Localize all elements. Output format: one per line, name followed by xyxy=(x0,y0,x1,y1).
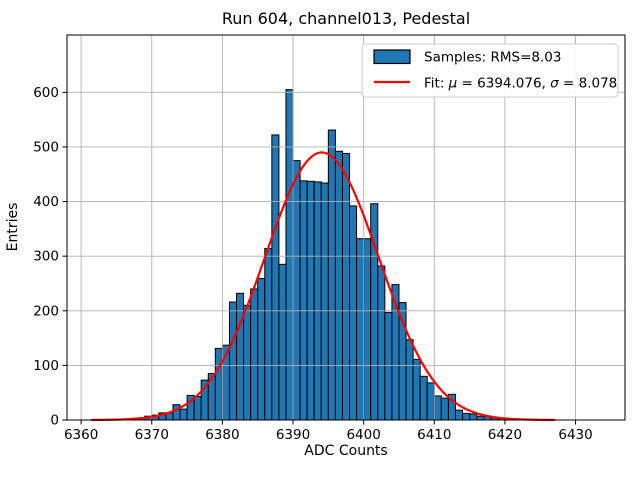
histogram-bar xyxy=(313,181,322,421)
y-tick-label: 0 xyxy=(50,413,59,429)
x-axis-title: ADC Counts xyxy=(304,443,387,459)
histogram-bar xyxy=(306,180,315,421)
histogram-bar xyxy=(250,288,259,421)
histogram-bar xyxy=(264,248,273,421)
histogram-bar xyxy=(214,347,223,421)
histogram-bar xyxy=(243,304,252,421)
histogram-bar xyxy=(271,134,280,421)
x-tick-label: 6420 xyxy=(488,427,522,443)
histogram-bar xyxy=(440,397,449,421)
histogram-bar xyxy=(334,150,343,421)
histogram-bar xyxy=(179,408,188,421)
legend-samples-label: Samples: RMS=8.03 xyxy=(424,50,561,66)
histogram-bar xyxy=(228,301,238,421)
legend-frame xyxy=(361,43,619,98)
y-tick-label: 100 xyxy=(33,358,59,374)
y-tick-label: 500 xyxy=(33,139,59,155)
histogram-bar xyxy=(462,412,471,421)
histogram-bar xyxy=(236,292,245,421)
histogram-bar xyxy=(363,238,372,421)
histogram-bar xyxy=(426,382,435,421)
legend-box: Samples: RMS=8.03 Fit: μ = 6394.076, σ =… xyxy=(361,43,619,98)
y-axis-title: Entries xyxy=(5,203,21,252)
histogram-bar xyxy=(349,205,358,421)
histogram-bar xyxy=(193,396,202,421)
x-tick-label: 6400 xyxy=(346,427,380,443)
plot-frame xyxy=(66,34,626,421)
histogram-bar xyxy=(172,404,181,421)
histogram-bar xyxy=(454,409,464,421)
histogram-bar xyxy=(419,375,428,421)
fit-curve-line xyxy=(90,151,556,422)
y-tick-label: 400 xyxy=(33,194,59,210)
histogram-bar xyxy=(405,339,414,421)
chart-title: Run 604, channel013, Pedestal xyxy=(222,9,470,28)
histogram-bar xyxy=(299,180,308,421)
histogram-bar xyxy=(341,153,351,421)
x-tick-label: 6380 xyxy=(205,427,239,443)
y-tick-label: 600 xyxy=(33,85,59,101)
histogram-bar xyxy=(469,413,478,421)
legend-fit-label: Fit: μ = 6394.076, σ = 8.078 xyxy=(424,76,617,92)
y-tick-label: 300 xyxy=(33,249,59,265)
axes: 6360 6370 6380 6390 6400 6410 6420 6430 0 100 200 3… xyxy=(33,34,626,443)
histogram-bar xyxy=(327,129,336,421)
histogram-bar xyxy=(377,265,386,421)
x-tick-label: 6390 xyxy=(276,427,310,443)
histogram-bar xyxy=(412,358,421,421)
histogram-bar xyxy=(285,89,294,421)
legend-samples-swatch xyxy=(373,49,411,65)
grid-lines xyxy=(67,35,625,421)
x-tick-label: 6360 xyxy=(64,427,98,443)
x-tick-label: 6430 xyxy=(558,427,592,443)
x-tick-label: 6410 xyxy=(417,427,451,443)
histogram-bar xyxy=(476,415,485,421)
histogram-bar xyxy=(384,311,393,421)
histogram-bar xyxy=(278,263,287,421)
histogram-bar xyxy=(433,395,442,421)
histogram-bar xyxy=(320,182,329,421)
histogram-bar xyxy=(356,238,365,421)
y-tick-label: 200 xyxy=(33,303,59,319)
histogram-bar xyxy=(257,278,266,421)
x-tick-label: 6370 xyxy=(135,427,169,443)
histogram-bar xyxy=(292,160,301,421)
